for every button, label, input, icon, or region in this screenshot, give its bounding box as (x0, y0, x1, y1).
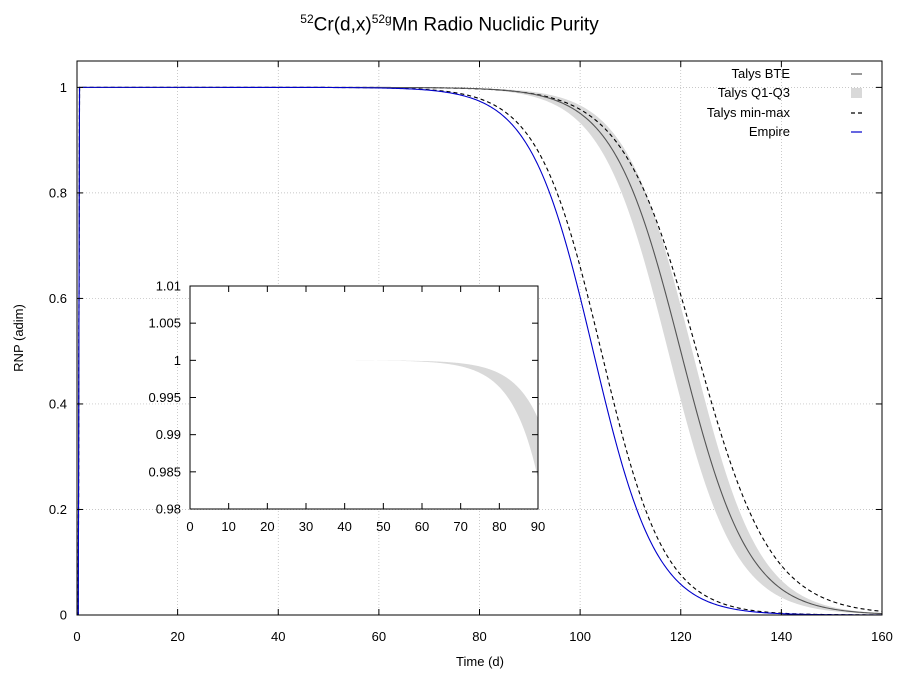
y-tick-label: 0.2 (49, 502, 67, 517)
y-tick-label: 0.4 (49, 396, 67, 411)
legend-swatch-talys-q1q3 (851, 88, 862, 98)
x-tick-label: 160 (871, 629, 893, 644)
inset-y-tick-label: 0.985 (148, 464, 181, 479)
x-tick-label: 20 (170, 629, 184, 644)
inset-background (190, 286, 538, 509)
inset-y-tick-label: 0.98 (156, 502, 181, 517)
legend-label-talys-min-max: Talys min-max (707, 105, 791, 120)
inset-x-tick-label: 90 (531, 519, 545, 534)
inset-y-tick-label: 0.995 (148, 390, 181, 405)
inset-x-tick-label: 40 (337, 519, 351, 534)
x-tick-label: 140 (771, 629, 793, 644)
y-tick-label: 0.8 (49, 185, 67, 200)
x-tick-label: 0 (73, 629, 80, 644)
inset-chart: 0 10 20 30 40 50 60 70 80 90 0.98 0.985 0.99 0.995 1 1.… (148, 279, 545, 535)
legend: Talys BTE Talys Q1-Q3 Talys min-max Empi… (707, 66, 862, 139)
x-tick-label: 120 (670, 629, 692, 644)
inset-x-tick-label: 30 (299, 519, 313, 534)
inset-y-tick-label: 1.005 (148, 316, 181, 331)
inset-x-tick-label: 0 (186, 519, 193, 534)
inset-x-tick-label: 50 (376, 519, 390, 534)
legend-label-empire: Empire (749, 124, 790, 139)
legend-label-talys-q1q3: Talys Q1-Q3 (718, 85, 790, 100)
y-axis-label: RNP (adim) (11, 304, 26, 372)
x-tick-label: 80 (472, 629, 486, 644)
y-tick-label: 1 (60, 80, 67, 95)
inset-x-tick-label: 20 (260, 519, 274, 534)
x-tick-label: 60 (372, 629, 386, 644)
y-tick-label: 0 (60, 608, 67, 623)
x-tick-label: 40 (271, 629, 285, 644)
inset-x-tick-label: 80 (492, 519, 506, 534)
x-tick-label: 100 (569, 629, 591, 644)
y-tick-label: 0.6 (49, 291, 67, 306)
inset-y-tick-label: 1.01 (156, 279, 181, 294)
x-axis-label: Time (d) (456, 654, 504, 669)
legend-label-talys-bte: Talys BTE (731, 66, 790, 81)
inset-x-tick-label: 70 (453, 519, 467, 534)
inset-y-tick-label: 0.99 (156, 427, 181, 442)
inset-y-tick-label: 1 (174, 353, 181, 368)
inset-x-tick-label: 60 (415, 519, 429, 534)
inset-x-tick-label: 10 (221, 519, 235, 534)
